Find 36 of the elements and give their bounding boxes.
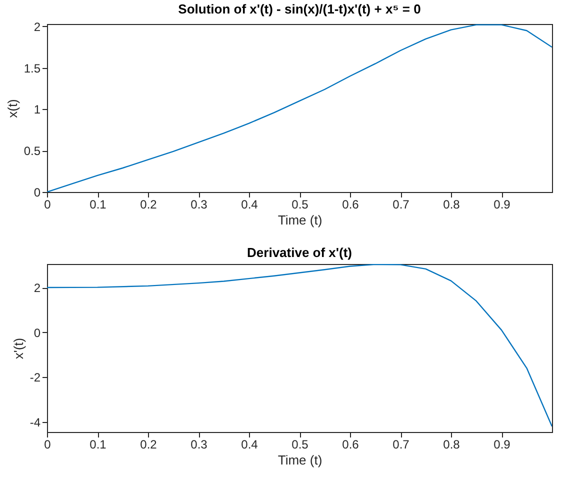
x-tick-label: 0.9 [494, 198, 511, 212]
y-tick-label: 2 [34, 20, 41, 34]
y-tick-label: 0 [34, 326, 41, 340]
y-axis-title: x(t) [4, 99, 20, 118]
x-tick-label: 0 [44, 438, 52, 452]
x-tick-label: 0.4 [241, 438, 258, 452]
x-tick-label: 0.8 [443, 438, 460, 452]
y-tick-label: 0 [34, 186, 41, 200]
x-tick-label: 0.4 [241, 198, 258, 212]
x-tick-label: 0.2 [140, 198, 158, 212]
x-tick-label: 0.1 [90, 438, 107, 452]
x-tick-label: 0.7 [392, 198, 410, 212]
x-tick-label: 0.5 [292, 438, 309, 452]
x-axis-title: Time (t) [278, 212, 322, 228]
x-tick-label: 0.9 [494, 438, 511, 452]
x-tick-label: 0 [44, 198, 52, 212]
y-axis-title: x'(t) [10, 338, 26, 360]
x-tick-label: 0.3 [190, 438, 208, 452]
chart-title: Solution of x'(t) - sin(x)/(1-t)x'(t) + x⁵ = 0 [178, 1, 421, 16]
x-tick-label: 0.6 [342, 438, 360, 452]
x-tick-label: 0.6 [342, 198, 360, 212]
line-series [47, 264, 552, 427]
y-tick-label: 1 [34, 102, 41, 117]
x-tick-label: 0.8 [443, 198, 460, 212]
x-axis-title: Time (t) [278, 452, 322, 468]
y-tick-label: 0.5 [24, 144, 41, 158]
x-tick-label: 0.3 [190, 198, 208, 212]
y-tick-label: -4 [30, 415, 41, 430]
y-tick-label: 1.5 [24, 61, 41, 76]
x-tick-label: 0.5 [292, 198, 309, 212]
x-tick-label: 0.2 [140, 438, 158, 452]
chart-title: Derivative of x'(t) [247, 245, 352, 260]
y-tick-label: 2 [34, 281, 41, 296]
y-tick-label: -2 [30, 370, 41, 385]
x-tick-label: 0.7 [392, 438, 410, 452]
x-tick-label: 0.1 [90, 198, 107, 212]
